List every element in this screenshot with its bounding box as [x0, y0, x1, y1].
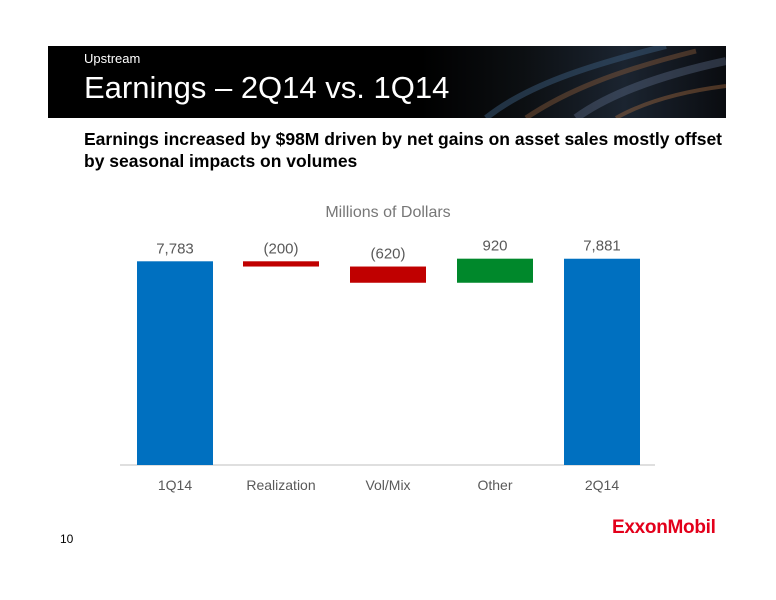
category-label: Realization: [246, 477, 315, 493]
bar-realization: [243, 261, 319, 267]
bar-vol-mix: [350, 266, 426, 283]
category-label: Other: [477, 477, 512, 493]
exxonmobil-logo: ExxonMobil: [612, 517, 716, 538]
data-label: (620): [370, 246, 405, 263]
category-label: 2Q14: [585, 477, 619, 493]
bar-other: [457, 258, 533, 283]
bar-1q14: [137, 261, 213, 465]
slide-title: Earnings – 2Q14 vs. 1Q14: [84, 70, 450, 105]
data-label: 7,783: [156, 240, 194, 257]
banner-decorative-image: [484, 46, 726, 118]
section-label: Upstream: [84, 51, 141, 66]
header-banner: [48, 46, 726, 118]
slide-subtitle: Earnings increased by $98M driven by net…: [84, 129, 723, 171]
data-label: (200): [263, 240, 298, 257]
page-number: 10: [60, 532, 74, 546]
data-label: 7,881: [583, 238, 621, 255]
category-label: 1Q14: [158, 477, 192, 493]
bar-2q14: [564, 258, 640, 465]
waterfall-chart: Millions of Dollars 7,783 1Q14 (200) Realiza…: [120, 204, 655, 493]
chart-title: Millions of Dollars: [325, 204, 450, 221]
category-label: Vol/Mix: [365, 477, 410, 493]
data-label: 920: [482, 238, 507, 255]
